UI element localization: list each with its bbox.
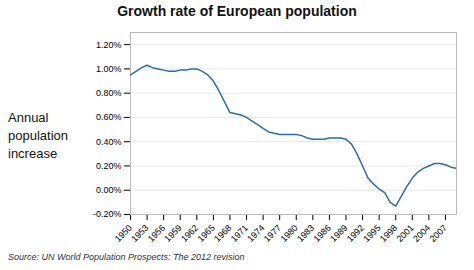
html-text:Growth rate of European popula: Growth rate of European population	[117, 3, 357, 19]
svg-text:1965: 1965	[196, 223, 217, 244]
svg-text:1.00%: 1.00%	[96, 64, 122, 74]
svg-text:0.80%: 0.80%	[96, 88, 122, 98]
svg-text:1.20%: 1.20%	[96, 40, 122, 50]
svg-text:1998: 1998	[378, 223, 399, 244]
svg-text:1959: 1959	[162, 223, 183, 244]
svg-text:1983: 1983	[295, 223, 316, 244]
html-text:Source: UN World Population Pr: Source: UN World Population Prospects: T…	[8, 252, 245, 262]
html-text:Annual: Annual	[8, 110, 49, 125]
svg-text:1962: 1962	[179, 223, 200, 244]
svg-text:1968: 1968	[212, 223, 233, 244]
svg-text:1995: 1995	[361, 223, 382, 244]
svg-text:1974: 1974	[245, 223, 266, 244]
svg-text:1986: 1986	[312, 223, 333, 244]
svg-text:1989: 1989	[328, 223, 349, 244]
html-text:population: population	[8, 128, 68, 143]
svg-text:1971: 1971	[229, 223, 250, 244]
svg-text:-0.20%: -0.20%	[93, 209, 122, 219]
svg-text:1956: 1956	[146, 223, 167, 244]
svg-text:1980: 1980	[278, 223, 299, 244]
svg-text:0.20%: 0.20%	[96, 161, 122, 171]
html-text:increase: increase	[8, 146, 58, 161]
svg-text:1953: 1953	[129, 223, 150, 244]
svg-text:2004: 2004	[411, 223, 432, 244]
svg-text:1992: 1992	[345, 223, 366, 244]
svg-text:2007: 2007	[428, 223, 449, 244]
svg-text:1950: 1950	[113, 223, 134, 244]
svg-text:0.40%: 0.40%	[96, 137, 122, 147]
svg-text:0.60%: 0.60%	[96, 112, 122, 122]
svg-text:2001: 2001	[395, 223, 416, 244]
svg-text:0.00%: 0.00%	[96, 185, 122, 195]
svg-text:1977: 1977	[262, 223, 283, 244]
